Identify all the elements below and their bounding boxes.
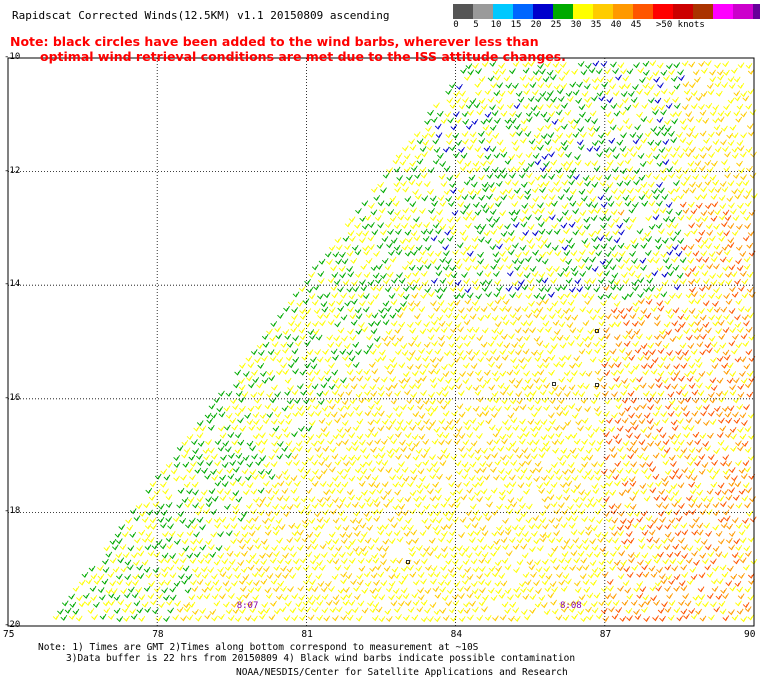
colorbar-label: 20 (530, 20, 542, 30)
colorbar-swatch (753, 4, 760, 19)
contaminated-barb-marker (595, 383, 599, 387)
footer-credit: NOAA/NESDIS/Center for Satellite Applica… (236, 667, 568, 678)
colorbar-label: 45 (630, 20, 642, 30)
colorbar-swatch (653, 4, 673, 19)
longitude-label: 78 (152, 629, 164, 640)
swath-time-label: 8:07 (236, 601, 259, 612)
footer-note-2: 3)Data buffer is 22 hrs from 20150809 4)… (66, 653, 576, 664)
swath-time-label: 8:08 (559, 601, 582, 612)
colorbar-swatch (473, 4, 493, 19)
wind-barb-group (176, 60, 757, 623)
colorbar-label: >50 knots (656, 20, 705, 30)
colorbar-label: 25 (550, 20, 562, 30)
wind-barb-group (57, 60, 687, 623)
map-title: Rapidscat Corrected Winds(12.5KM) v1.1 2… (12, 9, 390, 22)
latitude-label: -14 (4, 279, 21, 290)
wind-speed-colorbar (453, 4, 760, 19)
latitude-label: -16 (4, 392, 21, 403)
colorbar-swatch (693, 4, 713, 19)
longitude-label: 90 (744, 629, 756, 640)
colorbar-label: 35 (590, 20, 602, 30)
latitude-label: -20 (4, 620, 21, 630)
longitude-label: 87 (599, 629, 612, 640)
longitude-label: 75 (3, 629, 15, 640)
latitude-label: -18 (4, 506, 21, 517)
colorbar-labels: 0 5 10 15 20 25 30 35 40 45 >50 knots (453, 20, 760, 34)
longitude-label: 84 (450, 629, 463, 640)
colorbar-label: 5 (473, 20, 479, 30)
contaminated-barb-marker (552, 382, 556, 386)
lat-lon-grid (8, 58, 754, 626)
colorbar-swatch (713, 4, 733, 19)
longitude-label: 81 (301, 629, 313, 640)
colorbar-swatch (453, 4, 473, 19)
latitude-label: -10 (4, 52, 21, 62)
colorbar-swatch (573, 4, 593, 19)
wind-barb-group (52, 60, 758, 623)
colorbar-swatch (613, 4, 633, 19)
wind-barb-group (600, 201, 757, 623)
colorbar-swatch (533, 4, 553, 19)
wind-barb-group (599, 207, 756, 623)
note-line-1: Note: black circles have been added to t… (10, 34, 539, 49)
footer-note-1: Note: 1) Times are GMT 2)Times along bot… (38, 642, 479, 653)
colorbar-label: 30 (570, 20, 582, 30)
colorbar-swatch (673, 4, 693, 19)
colorbar-swatch (593, 4, 613, 19)
map-frame (7, 57, 755, 627)
colorbar-label: 10 (490, 20, 502, 30)
colorbar-swatch (553, 4, 573, 19)
note-line-2: optimal wind retrieval conditions are me… (40, 49, 566, 64)
wind-barbs (52, 60, 758, 623)
contaminated-barb-marker (406, 560, 410, 564)
colorbar-label: 15 (510, 20, 522, 30)
contaminated-barb-marker (595, 329, 599, 333)
colorbar-swatch (513, 4, 533, 19)
colorbar-label: 0 (453, 20, 459, 30)
colorbar-swatch (493, 4, 513, 19)
latitude-label: -12 (4, 165, 21, 176)
wind-barb-group (430, 60, 685, 298)
colorbar-swatch (733, 4, 753, 19)
colorbar-label: 40 (610, 20, 622, 30)
colorbar-swatch (633, 4, 653, 19)
